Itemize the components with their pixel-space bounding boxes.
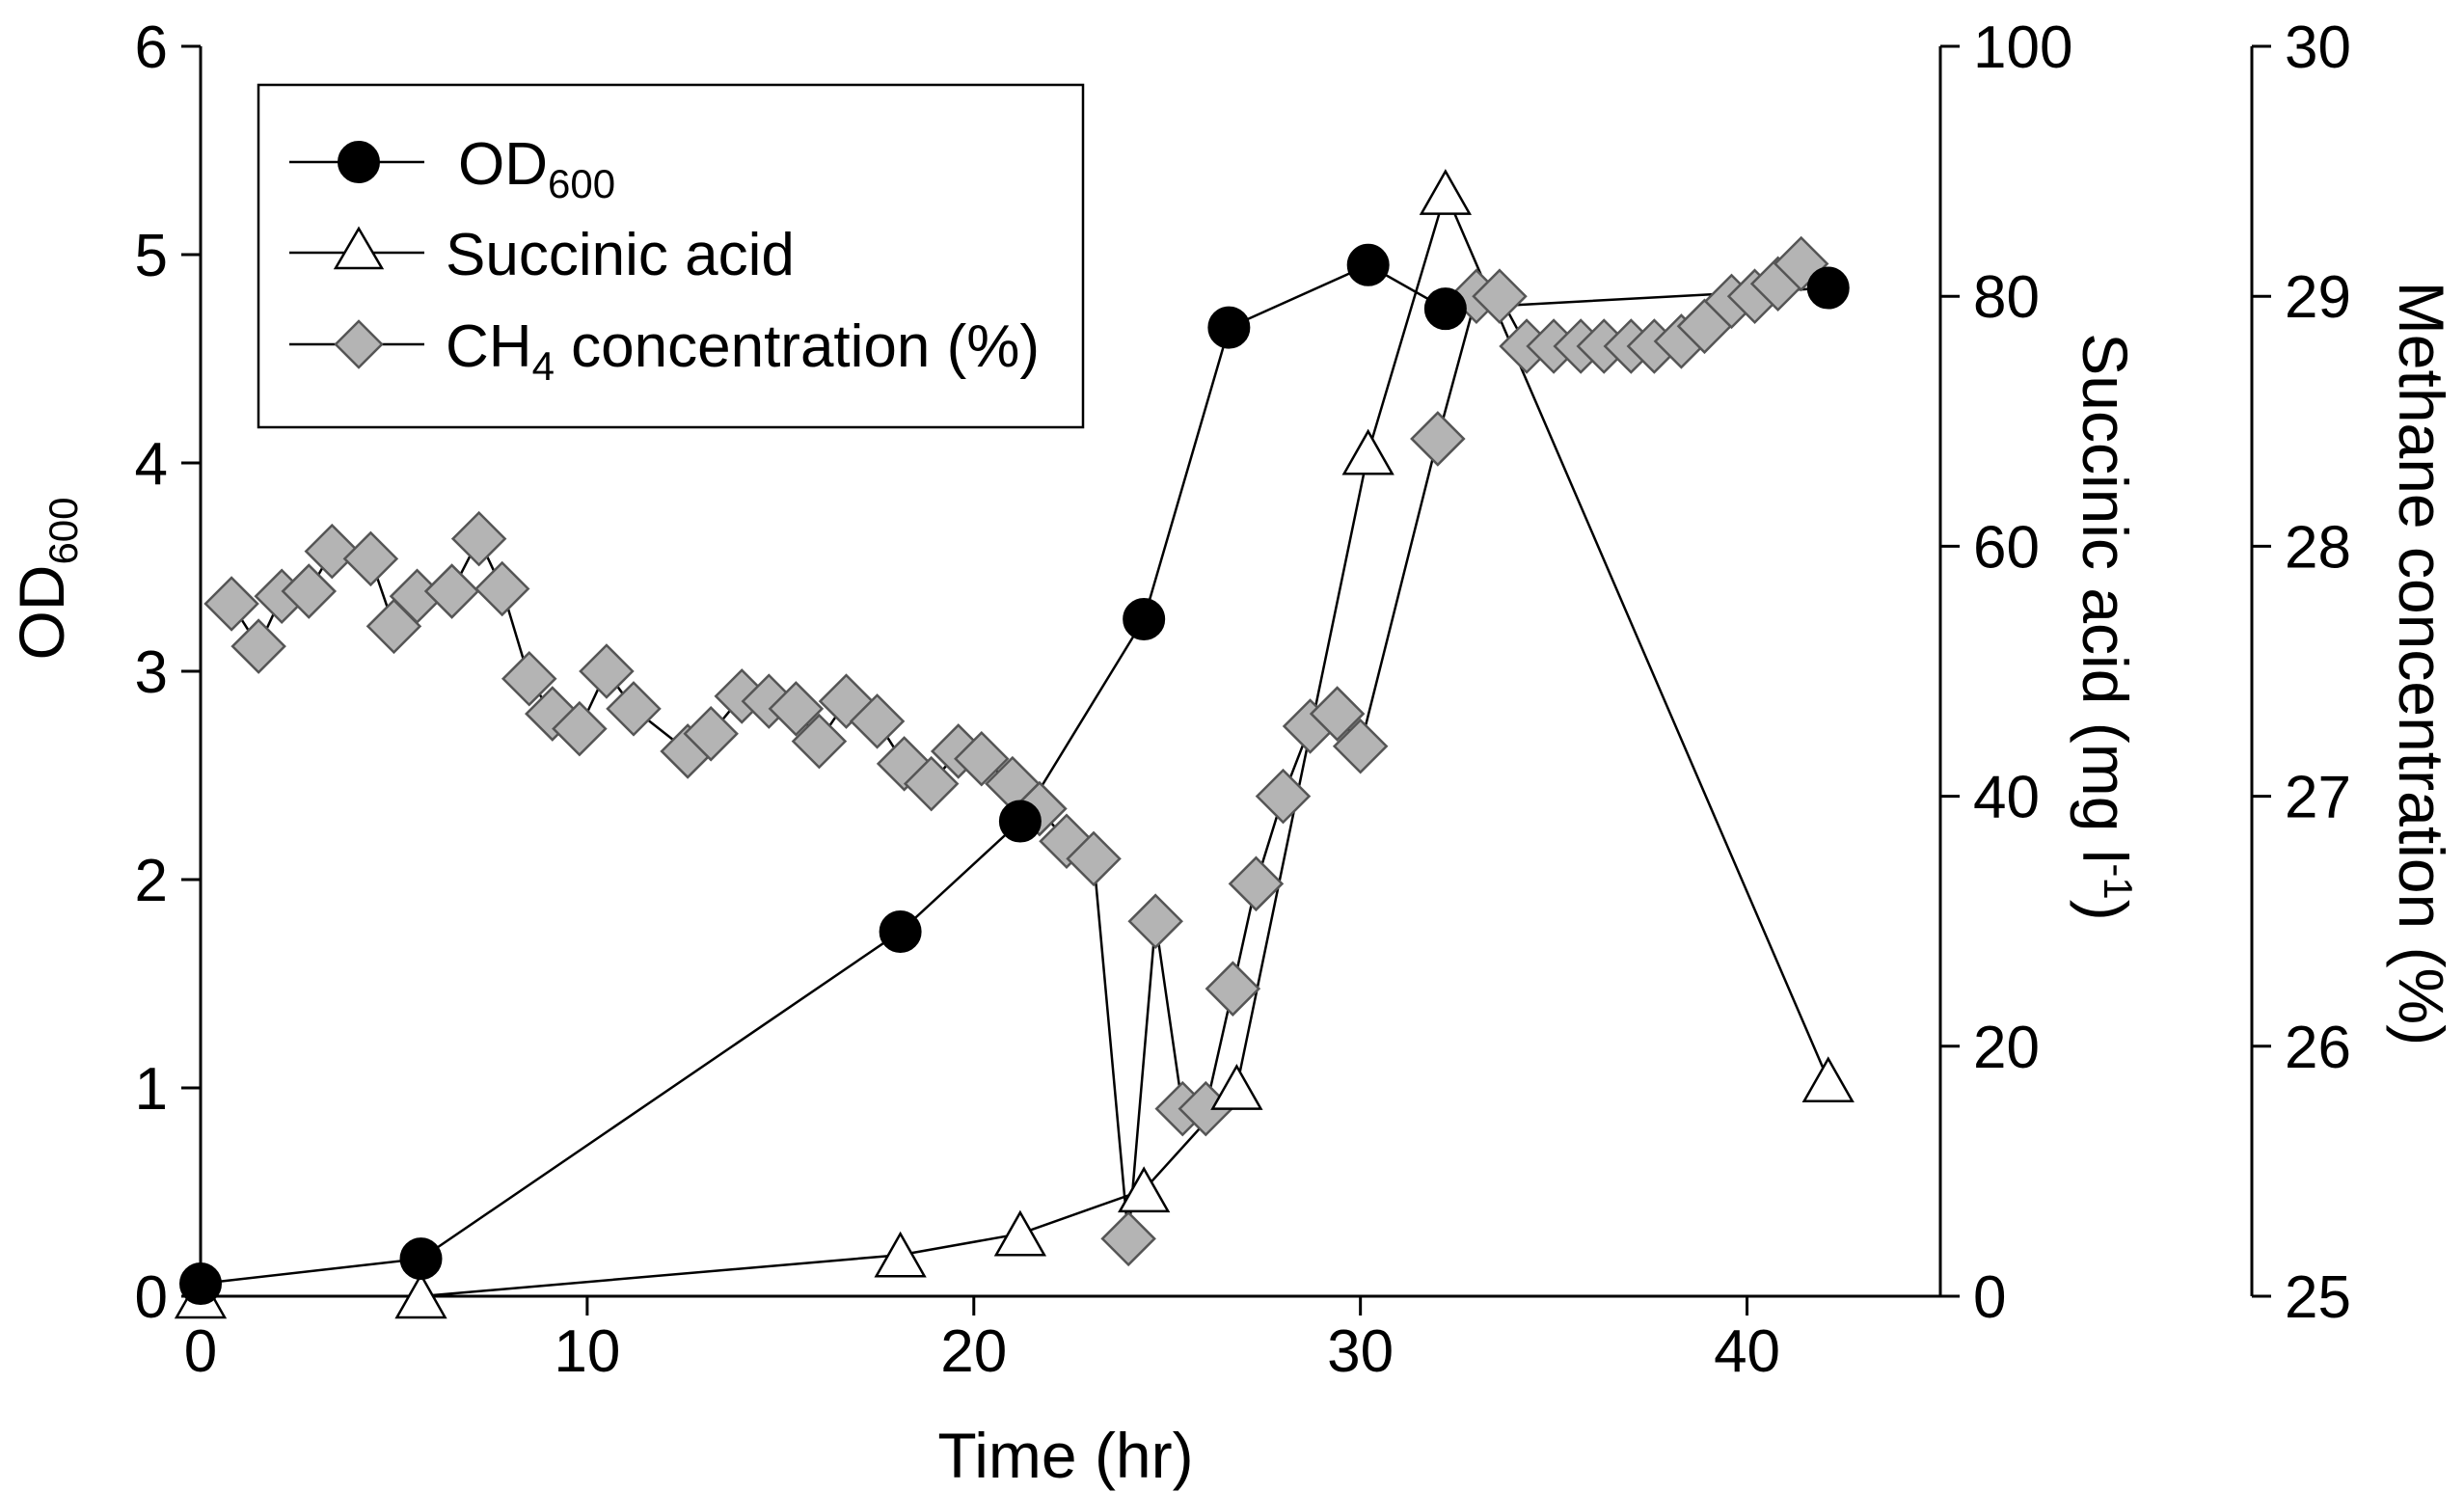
x-tick-label: 30 — [1327, 1318, 1394, 1385]
y-axis-left-title-sub: 600 — [41, 497, 86, 564]
point-ch4 — [954, 730, 1010, 787]
y-right2-tick-label: 27 — [2285, 765, 2351, 831]
point-ch4 — [450, 510, 507, 567]
point-ch4 — [768, 681, 825, 737]
y-axis-right1-title: Succinic acid (mg l-1) — [2070, 333, 2141, 921]
y-left-tick-label: 1 — [135, 1056, 168, 1123]
point-ch4 — [1127, 893, 1183, 949]
point-ch4 — [281, 563, 338, 619]
point-ch4 — [1100, 1210, 1156, 1267]
y-axis-right1-title-sup: -1 — [2096, 863, 2141, 899]
y-right2-tick-label: 29 — [2285, 264, 2351, 331]
y-left-tick-label: 4 — [135, 431, 168, 498]
point-succinic — [1210, 1064, 1263, 1110]
point-ch4 — [1066, 830, 1122, 887]
point-ch4 — [501, 651, 557, 707]
x-tick-label: 40 — [1714, 1318, 1780, 1385]
point-od600 — [1346, 243, 1390, 286]
point-ch4 — [1205, 961, 1261, 1017]
point-ch4 — [230, 618, 286, 674]
legend-label-od600: OD600 — [458, 131, 615, 206]
point-ch4 — [342, 530, 399, 587]
x-tick-label: 10 — [554, 1318, 620, 1385]
point-od600 — [1123, 598, 1166, 640]
legend-label-succinic: Succinic acid — [446, 222, 795, 288]
point-ch4 — [849, 693, 906, 749]
point-od600 — [1806, 266, 1850, 310]
point-ch4 — [1472, 268, 1528, 324]
point-succinic — [1341, 428, 1394, 475]
point-od600 — [399, 1237, 443, 1281]
y-axis-right2-title: Methane concentration (%) — [2386, 282, 2457, 1045]
y-axis-right1-title-main: Succinic acid (mg l — [2070, 333, 2141, 863]
point-ch4 — [903, 755, 960, 812]
point-od600 — [1423, 287, 1467, 331]
point-succinic — [874, 1231, 927, 1278]
y-right1-tick-label: 40 — [1973, 765, 2040, 831]
point-ch4 — [1410, 411, 1466, 467]
legend-marker-od600 — [338, 141, 380, 183]
y-right1-tick-label: 80 — [1973, 264, 2040, 331]
legend-label-od600-main: OD — [458, 131, 548, 198]
point-ch4 — [1332, 718, 1389, 774]
point-succinic — [993, 1209, 1047, 1257]
y-right1-tick-label: 100 — [1973, 14, 2072, 81]
point-ch4 — [683, 706, 739, 762]
legend-label-ch4-main: CH — [446, 313, 532, 380]
legend-label-ch4-rest: concentration (%) — [555, 313, 1040, 380]
point-succinic — [1801, 1056, 1855, 1103]
x-tick-label: 20 — [940, 1318, 1007, 1385]
y-left-tick-label: 0 — [135, 1264, 168, 1331]
y-right1-tick-label: 0 — [1973, 1264, 2006, 1331]
point-ch4 — [1255, 768, 1312, 825]
y-right2-tick-label: 30 — [2285, 14, 2351, 81]
legend-marker-ch4 — [334, 319, 384, 369]
y-left-tick-label: 6 — [135, 14, 168, 81]
point-ch4 — [552, 700, 608, 757]
point-ch4 — [606, 681, 662, 737]
y-axis-left-title-main: OD — [6, 565, 77, 661]
y-left-tick-label: 5 — [135, 223, 168, 289]
point-ch4 — [423, 563, 480, 619]
point-succinic — [1419, 169, 1473, 215]
point-ch4 — [791, 713, 848, 770]
legend-label-od600-sub: 600 — [548, 161, 615, 206]
y-left-tick-label: 3 — [135, 639, 168, 706]
point-ch4 — [1228, 855, 1285, 912]
legend-marker-succinic — [333, 226, 385, 270]
point-ch4 — [304, 523, 361, 580]
point-ch4 — [203, 576, 259, 632]
point-od600 — [1207, 306, 1251, 349]
y-left-tick-label: 2 — [135, 848, 168, 914]
y-right2-tick-label: 25 — [2285, 1264, 2351, 1331]
y-axis-left-title: OD600 — [6, 497, 86, 660]
point-od600 — [179, 1262, 222, 1306]
y-right1-tick-label: 20 — [1973, 1015, 2040, 1081]
y-right1-tick-label: 60 — [1973, 514, 2040, 581]
y-axis-right1-title-close: ) — [2070, 900, 2141, 921]
series-markers — [174, 169, 1855, 1319]
x-tick-label: 0 — [184, 1318, 217, 1385]
point-od600 — [998, 800, 1042, 843]
point-ch4 — [579, 643, 635, 699]
y-right2-tick-label: 28 — [2285, 514, 2351, 581]
point-ch4 — [1309, 686, 1366, 742]
legend-box — [257, 83, 1085, 429]
point-succinic — [1118, 1166, 1171, 1213]
legend-label-ch4-sub: 4 — [532, 343, 555, 389]
point-ch4 — [474, 560, 530, 617]
legend-label-ch4: CH4 concentration (%) — [446, 313, 1040, 389]
point-od600 — [879, 910, 922, 953]
point-succinic — [394, 1272, 447, 1319]
legend: OD600 Succinic acid CH4 concentration (%… — [257, 83, 1085, 429]
x-axis-title: Time (hr) — [937, 1420, 1193, 1491]
y-right2-tick-label: 26 — [2285, 1015, 2351, 1081]
